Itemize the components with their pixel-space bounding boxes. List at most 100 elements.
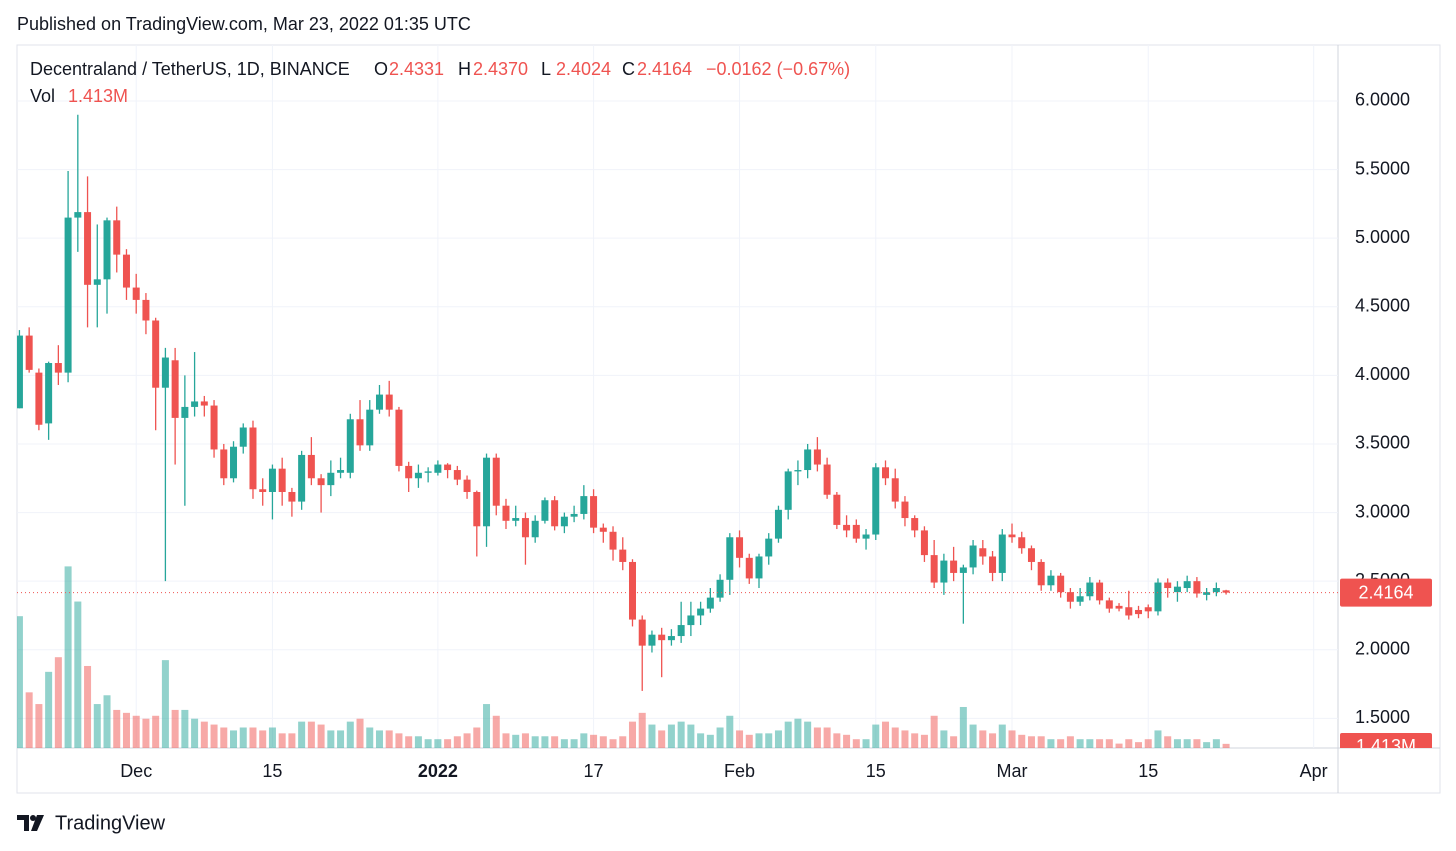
candle-body (1037, 561, 1045, 586)
volume-bar (521, 733, 529, 748)
footer-brand: TradingView (55, 812, 166, 834)
candle-body (1076, 596, 1084, 602)
volume-bar (122, 712, 130, 748)
volume-bar (502, 733, 510, 748)
volume-bar (989, 733, 997, 748)
volume-bar (1096, 739, 1104, 748)
candle-body (862, 534, 870, 539)
volume-bar (395, 733, 403, 748)
volume-bar (872, 724, 880, 748)
volume-bar (152, 715, 160, 748)
candle-body (25, 335, 33, 370)
volume-bar (1203, 742, 1211, 748)
volume-bar (375, 730, 383, 748)
candle-body (171, 360, 179, 418)
candle-body (774, 509, 782, 539)
volume-bar (726, 715, 734, 748)
chart-frame (16, 44, 1441, 794)
volume-bar (317, 724, 325, 748)
candle-body (230, 446, 238, 479)
x-tick-label: 2022 (418, 761, 458, 781)
candle-body (1135, 609, 1143, 615)
candle-body (687, 615, 695, 626)
candle-body (784, 471, 792, 510)
candle-body (658, 634, 666, 641)
candle-body (570, 513, 578, 517)
candle-body (337, 470, 345, 473)
candle-body (453, 470, 461, 480)
volume-bar (191, 718, 199, 748)
volume-bar (580, 733, 588, 748)
candle-body (765, 538, 773, 557)
volume-bar (288, 733, 296, 748)
candle-body (920, 530, 928, 556)
volume-bar (249, 727, 257, 748)
candle-body (1125, 607, 1133, 616)
y-tick-label: 4.0000 (1355, 364, 1410, 384)
candle-body (17, 335, 23, 409)
candle-body (113, 220, 121, 255)
candle-body (103, 220, 111, 280)
y-tick-label: 2.0000 (1355, 639, 1410, 659)
candle-body (84, 212, 92, 285)
candle-body (405, 465, 413, 479)
last-price-label: 2.4164 (1358, 582, 1413, 602)
candle-body (940, 560, 948, 583)
candle-body (74, 212, 82, 218)
volume-bar (901, 730, 909, 748)
candle-body (726, 537, 734, 580)
volume-bar (230, 730, 238, 748)
volume-bar (911, 733, 919, 748)
y-tick-label: 6.0000 (1355, 90, 1410, 110)
y-tick-label: 4.5000 (1355, 296, 1410, 316)
volume-bar (259, 730, 267, 748)
volume-bar (171, 709, 179, 748)
legend-key: H (458, 59, 471, 79)
candle-body (619, 549, 627, 562)
x-tick-label: 15 (262, 761, 282, 781)
candle-body (531, 520, 539, 538)
volume-bar (307, 721, 315, 748)
volume-bar (1222, 743, 1230, 748)
volume-bar (755, 733, 763, 748)
legend-value: 2.4331 (389, 59, 444, 79)
volume-bar (804, 721, 812, 748)
legend-key: C (622, 59, 635, 79)
candle-body (872, 467, 880, 535)
candle-body (54, 363, 62, 373)
candle-body (1066, 592, 1074, 602)
candle-body (628, 561, 636, 620)
y-tick-label: 5.5000 (1355, 158, 1410, 178)
candle-body (210, 405, 218, 450)
candle-body (356, 419, 364, 446)
volume-title: Vol (30, 86, 55, 106)
volume-bar (492, 715, 500, 748)
candle-body (259, 489, 267, 492)
y-tick-label: 5.0000 (1355, 227, 1410, 247)
volume-bar (1154, 730, 1162, 748)
candle-body (1057, 575, 1065, 593)
volume-bar (463, 733, 471, 748)
candle-body (268, 468, 276, 492)
published-header: Published on TradingView.com, Mar 23, 20… (17, 14, 471, 34)
candle-body (804, 449, 812, 471)
volume-bar (609, 739, 617, 748)
volume-bar (337, 730, 345, 748)
volume-bar (716, 727, 724, 748)
volume-bar (969, 724, 977, 748)
candle-body (64, 217, 72, 373)
candles (17, 114, 1338, 691)
volume-bar (346, 721, 354, 748)
candle-body (1193, 581, 1201, 594)
volume-bar (765, 733, 773, 748)
y-tick-label: 1.5000 (1355, 707, 1410, 727)
volume-bar (658, 730, 666, 748)
candle-body (249, 427, 257, 490)
volume-bar (45, 671, 53, 748)
volume-bar (1018, 734, 1026, 748)
candle-body (930, 555, 938, 583)
candle-body (385, 394, 393, 410)
candle-body (716, 579, 724, 598)
candle-body (1164, 582, 1172, 589)
